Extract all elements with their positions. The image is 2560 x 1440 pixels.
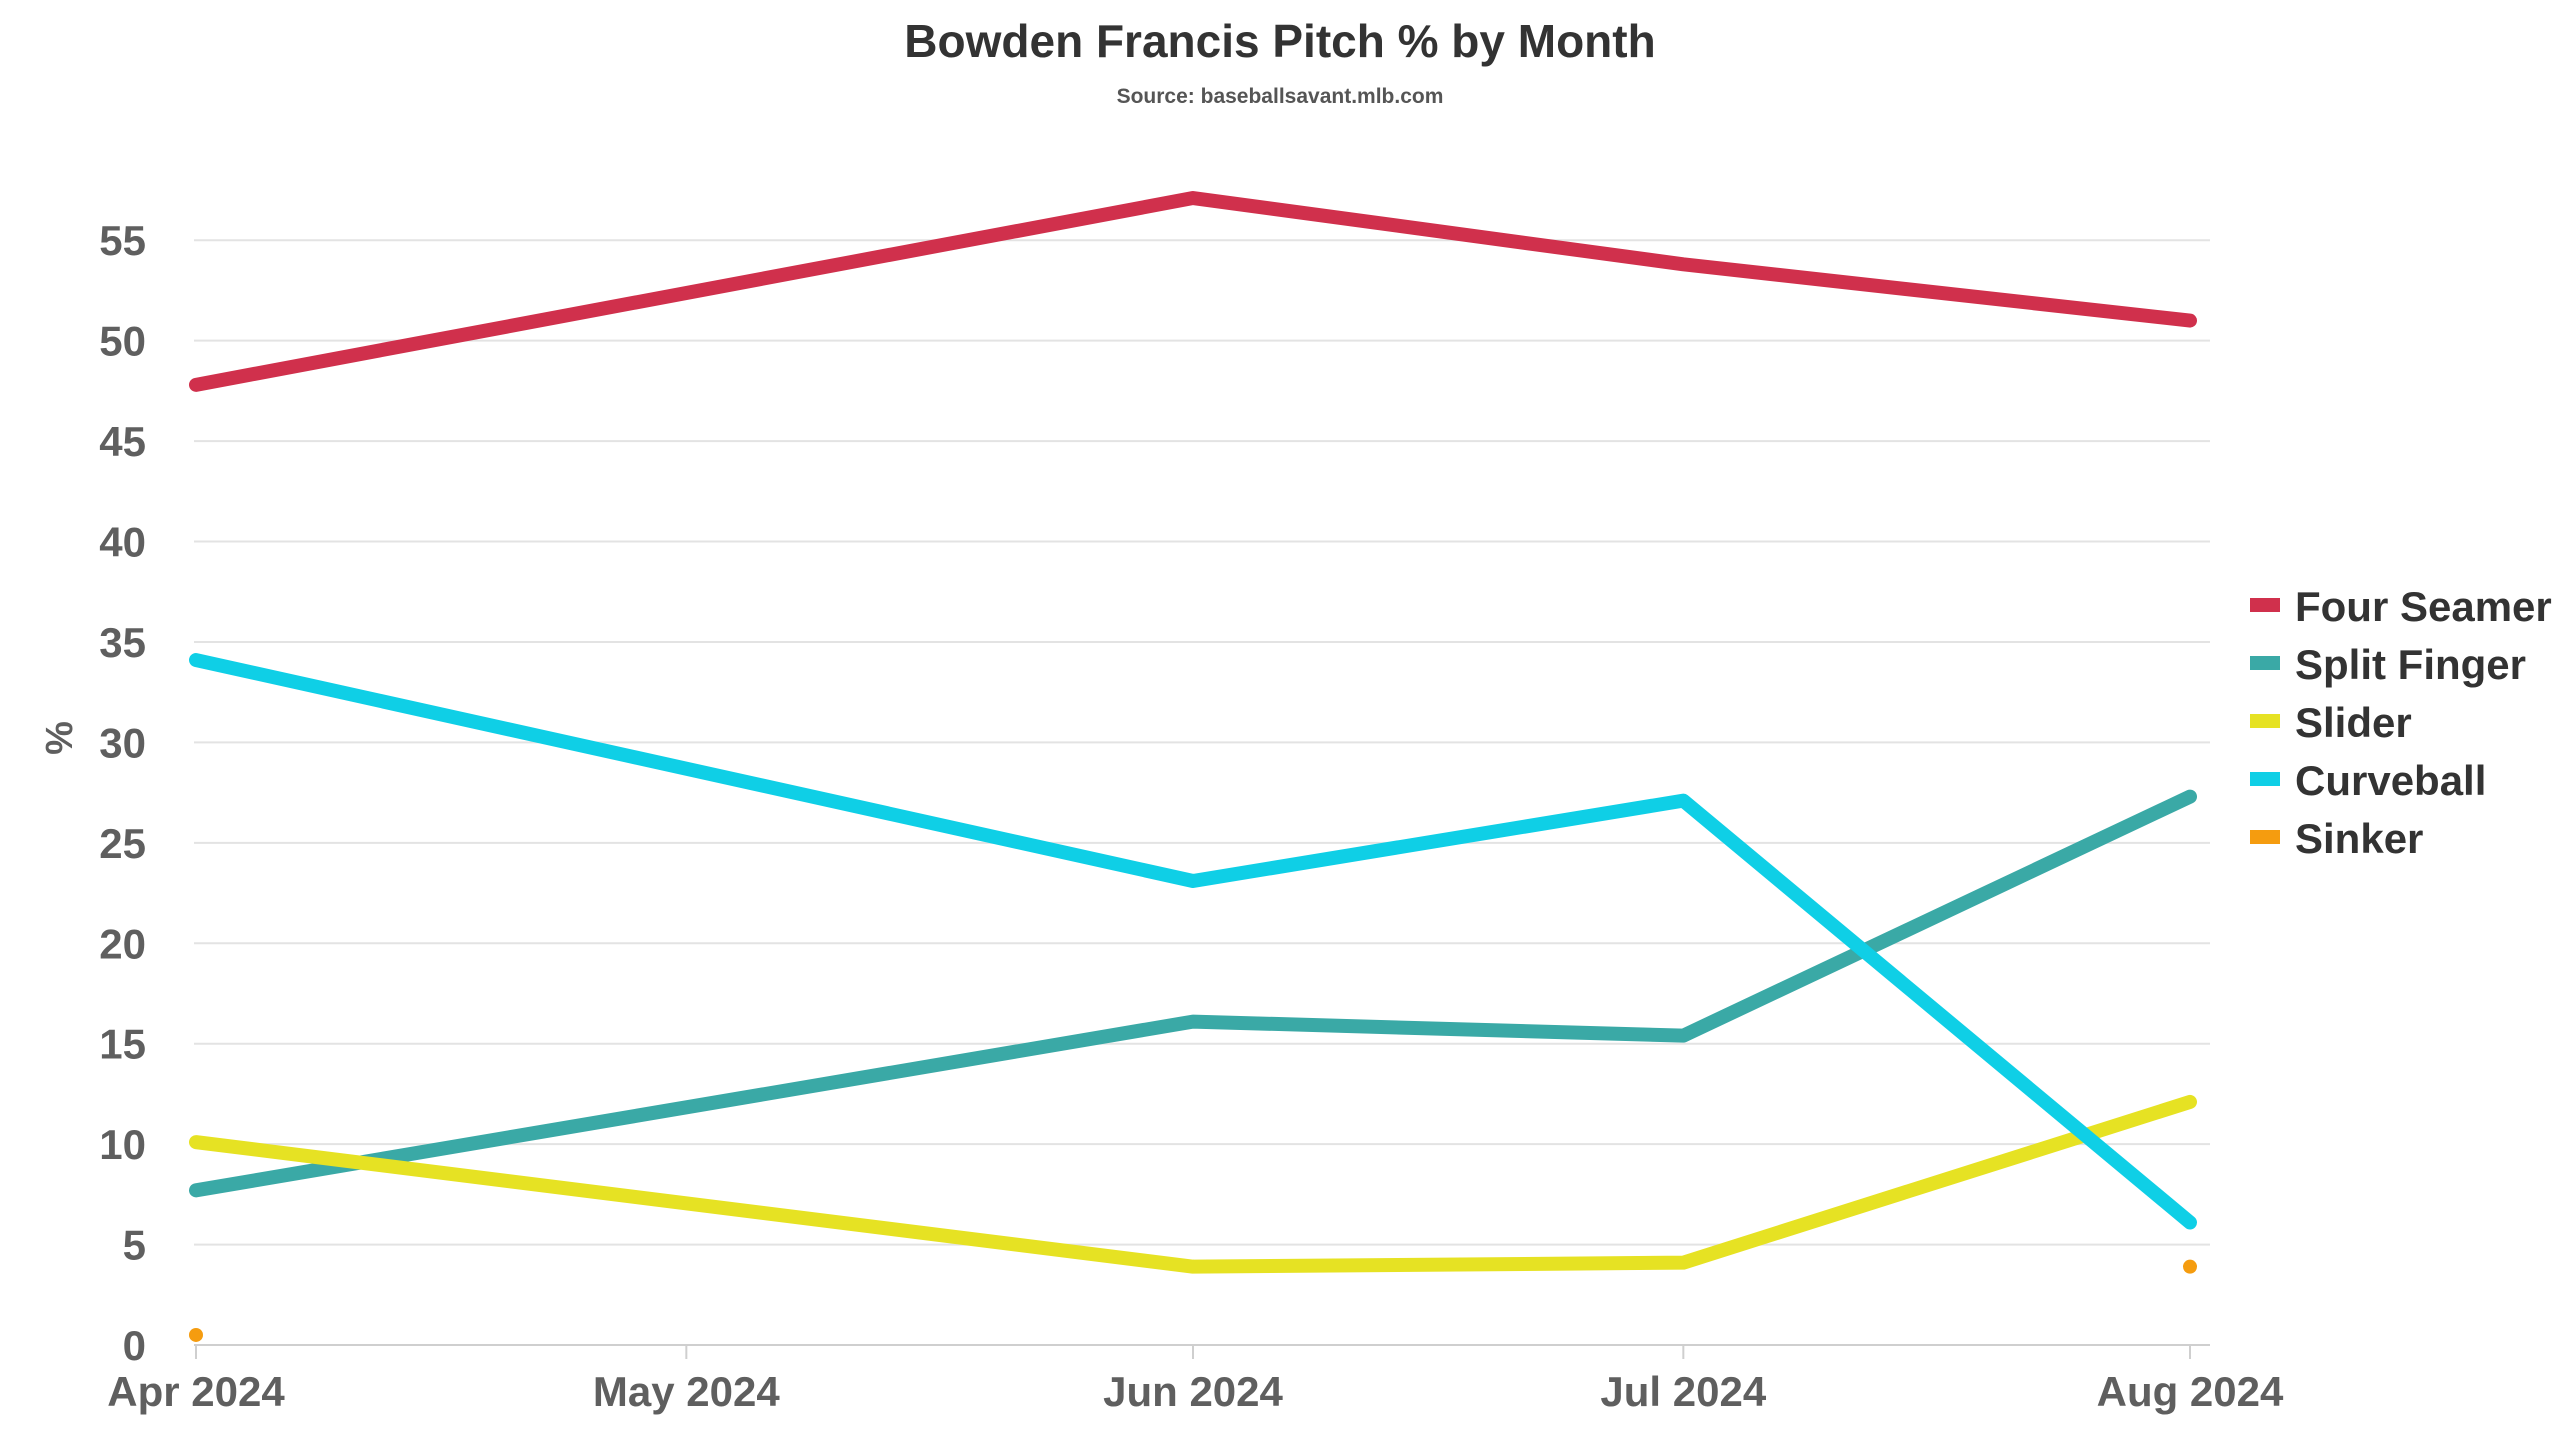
- data-point: [2183, 1259, 2197, 1274]
- legend-label: Sinker: [2295, 815, 2423, 862]
- legend-item: Slider: [2250, 699, 2412, 746]
- x-tick-label: Aug 2024: [2097, 1368, 2284, 1415]
- series-sinker: [189, 1259, 2197, 1342]
- legend-swatch: [2250, 656, 2280, 670]
- plot-area: [189, 191, 2197, 1342]
- series-slider: [189, 1094, 2197, 1274]
- y-tick-label: 50: [99, 318, 146, 365]
- gridlines: [194, 239, 2210, 1246]
- series-curveball: [189, 653, 2197, 1230]
- y-tick-label: 10: [99, 1121, 146, 1168]
- y-tick-label: 45: [99, 418, 146, 465]
- legend-label: Curveball: [2295, 757, 2486, 804]
- y-tick-label: 35: [99, 619, 146, 666]
- x-tick-label: Apr 2024: [107, 1368, 285, 1415]
- y-tick-label: 5: [123, 1222, 146, 1269]
- series-split-finger: [189, 789, 2197, 1198]
- series-line: [189, 789, 2197, 1198]
- data-point: [189, 1327, 203, 1342]
- legend-swatch: [2250, 714, 2280, 728]
- legend: Four Seamer Split Finger Slider Curveball Si…: [2250, 583, 2552, 862]
- legend-label: Four Seamer: [2295, 583, 2552, 630]
- series-four-seamer: [189, 191, 2197, 392]
- y-tick-label: 20: [99, 920, 146, 967]
- chart-subtitle: Source: baseballsavant.mlb.com: [1117, 85, 1444, 108]
- y-tick-label: 40: [99, 519, 146, 566]
- series-line: [189, 653, 2197, 1230]
- x-tick-label: Jun 2024: [1103, 1368, 1283, 1415]
- legend-swatch: [2250, 598, 2280, 612]
- legend-label: Split Finger: [2295, 641, 2526, 688]
- legend-item: Split Finger: [2250, 641, 2526, 688]
- y-tick-label: 15: [99, 1021, 146, 1068]
- y-tick-label: 30: [99, 719, 146, 766]
- y-tick-label: 25: [99, 820, 146, 867]
- legend-item: Sinker: [2250, 815, 2423, 862]
- y-axis-title: %: [39, 721, 81, 755]
- y-tick-label: 0: [123, 1322, 146, 1369]
- chart-title: Bowden Francis Pitch % by Month: [904, 15, 1655, 67]
- y-tick-label: 55: [99, 217, 146, 264]
- series-line: [189, 191, 2197, 392]
- legend-swatch: [2250, 772, 2280, 786]
- legend-item: Four Seamer: [2250, 583, 2552, 630]
- legend-label: Slider: [2295, 699, 2412, 746]
- legend-swatch: [2250, 830, 2280, 844]
- x-tick-label: Jul 2024: [1600, 1368, 1766, 1415]
- axes: 0 5 10 15 20 25 30 35 40 45 50 55 Apr 2024 May 2024 Ju…: [99, 217, 2284, 1415]
- legend-item: Curveball: [2250, 757, 2486, 804]
- x-tick-label: May 2024: [593, 1368, 780, 1415]
- series-line: [189, 1094, 2197, 1274]
